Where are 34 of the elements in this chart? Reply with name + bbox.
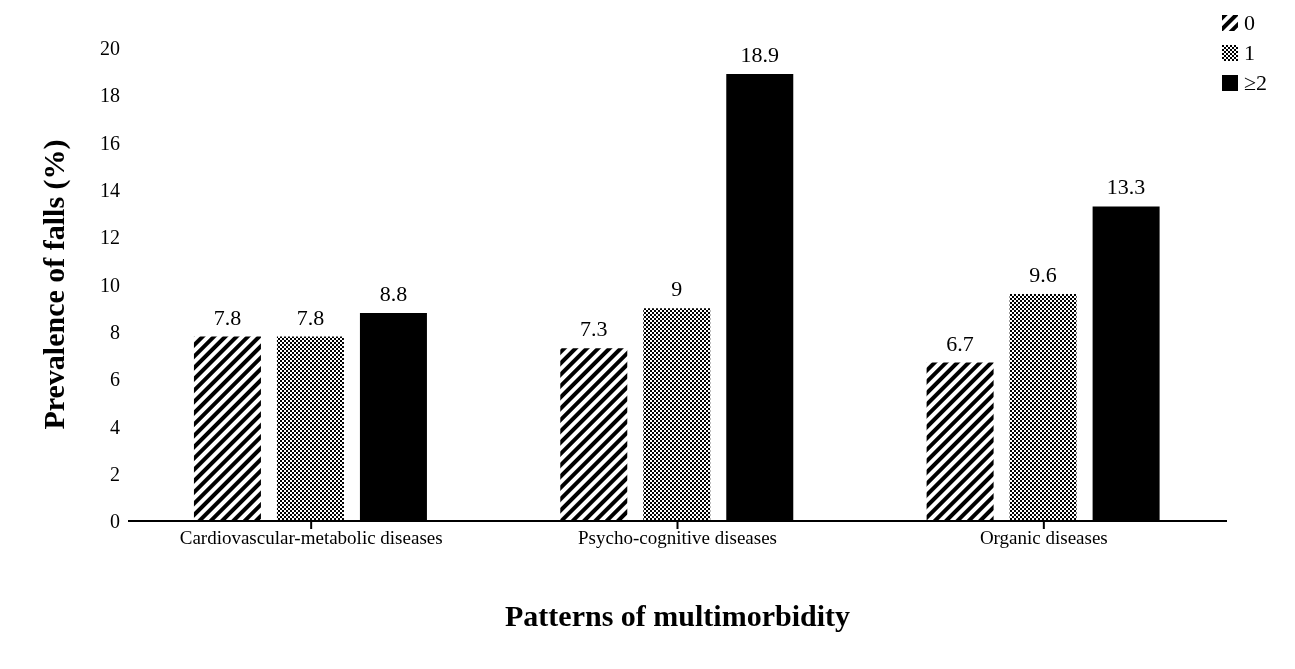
x-tick-label: Organic diseases	[979, 527, 1108, 549]
data-label: 18.9	[740, 42, 780, 68]
y-tick-label: 12	[100, 226, 120, 249]
y-tick-label: 2	[110, 462, 120, 485]
data-label: 7.8	[296, 304, 325, 330]
bar	[276, 336, 344, 521]
y-axis-title: Prevalence of falls (%)	[36, 139, 71, 430]
legend-label: 1	[1243, 40, 1255, 66]
data-label: 9.6	[1029, 261, 1057, 287]
bar	[560, 348, 628, 521]
y-tick-label: 0	[110, 510, 120, 533]
y-tick-label: 20	[100, 37, 120, 60]
data-label: 6.7	[946, 330, 974, 356]
x-tick-label: Psycho-cognitive diseases	[578, 527, 777, 549]
data-label: 9	[671, 276, 683, 302]
data-label: 13.3	[1106, 174, 1146, 200]
y-tick-label: 8	[110, 320, 120, 343]
bar	[926, 362, 994, 521]
data-label: 7.3	[580, 316, 608, 342]
x-tick-label: Cardiovascular-metabolic diseases	[179, 527, 443, 549]
x-axis-title: Patterns of multimorbidity	[505, 599, 850, 632]
y-tick-label: 14	[100, 179, 120, 201]
y-tick-label: 6	[110, 368, 120, 391]
bar	[1009, 293, 1077, 521]
legend-label: 0	[1243, 10, 1255, 36]
bar	[643, 308, 711, 521]
legend-label: ≥2	[1243, 70, 1267, 96]
data-label: 8.8	[379, 280, 408, 306]
y-tick-label: 16	[100, 131, 120, 154]
y-tick-label: 18	[100, 84, 120, 107]
data-label: 7.8	[213, 304, 242, 330]
y-tick-label: 4	[110, 415, 120, 438]
bar	[193, 336, 261, 521]
y-tick-label: 10	[100, 273, 120, 296]
